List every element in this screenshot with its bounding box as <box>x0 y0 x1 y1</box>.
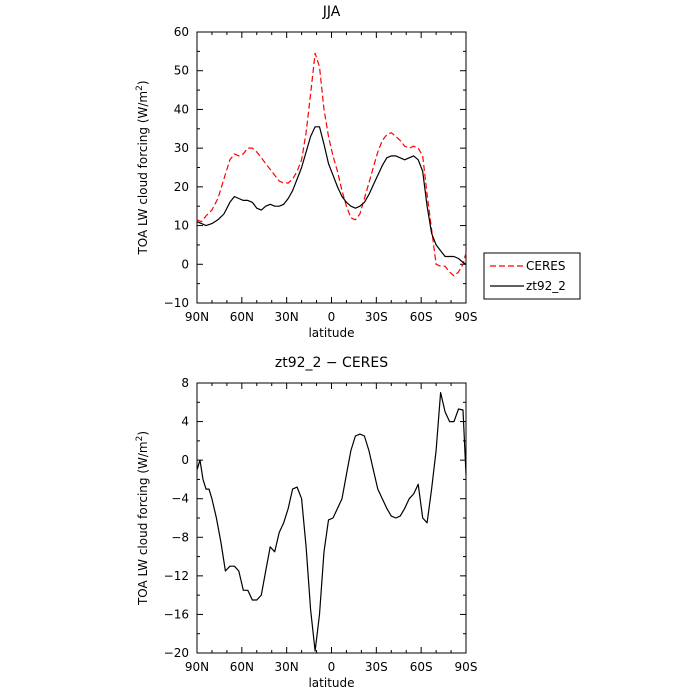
legend-label: zt92_2 <box>526 279 566 293</box>
y-tick-label: −16 <box>164 607 189 621</box>
y-axis-label: TOA LW cloud forcing (W/m2) <box>135 431 150 606</box>
x-tick-label: 90S <box>455 660 478 674</box>
y-tick-label: −20 <box>164 646 189 660</box>
x-tick-label: 30N <box>275 660 299 674</box>
y-tick-label: 40 <box>174 102 189 116</box>
y-tick-label: −8 <box>171 530 189 544</box>
x-tick-label: 90N <box>185 660 209 674</box>
x-axis-label: latitude <box>308 676 354 690</box>
y-axis-label: TOA LW cloud forcing (W/m2) <box>135 80 150 255</box>
y-tick-label: 4 <box>181 415 189 429</box>
y-tick-label: 60 <box>174 25 189 39</box>
chart-panel-1: JJA −10 0 10 20 30 40 50 60 90N 60N 30N 0 30S 60S 90S la… <box>135 4 581 340</box>
x-axis-label: latitude <box>308 326 354 340</box>
y-tick-label: 0 <box>181 453 189 467</box>
y-tick-label: 20 <box>174 180 189 194</box>
x-tick-label: 60S <box>410 660 433 674</box>
plot-frame <box>196 31 467 304</box>
y-tick-label: 50 <box>174 64 189 78</box>
y-tick-label: 0 <box>181 257 189 271</box>
y-tick-label: −12 <box>164 569 189 583</box>
x-tick-label: 0 <box>328 660 336 674</box>
x-tick-label: 30N <box>275 310 299 324</box>
series-line-ceres <box>196 52 467 277</box>
chart-panel-2: zt92_2 − CERES −20 −16 −12 −8 −4 0 4 8 90N 60N 30N 0… <box>135 355 477 690</box>
x-tick-label: 60N <box>230 310 254 324</box>
x-tick-label: 30S <box>365 660 388 674</box>
x-tick-label: 90S <box>455 310 478 324</box>
x-tick-label: 60N <box>230 660 254 674</box>
x-tick-label: 90N <box>185 310 209 324</box>
legend-box <box>483 252 581 300</box>
y-tick-label: 30 <box>174 141 189 155</box>
y-tick-label: −4 <box>171 492 189 506</box>
series-line-zt92-2 <box>196 126 467 265</box>
x-tick-label: 30S <box>365 310 388 324</box>
chart-title: JJA <box>322 4 341 20</box>
series-line-1 <box>196 392 467 652</box>
x-tick-label: 60S <box>410 310 433 324</box>
chart-title: zt92_2 − CERES <box>275 355 388 371</box>
y-tick-label: 10 <box>174 219 189 233</box>
legend-label: CERES <box>526 259 566 273</box>
x-tick-label: 0 <box>328 310 336 324</box>
y-tick-label: 8 <box>181 376 189 390</box>
y-tick-label: −10 <box>164 296 189 310</box>
